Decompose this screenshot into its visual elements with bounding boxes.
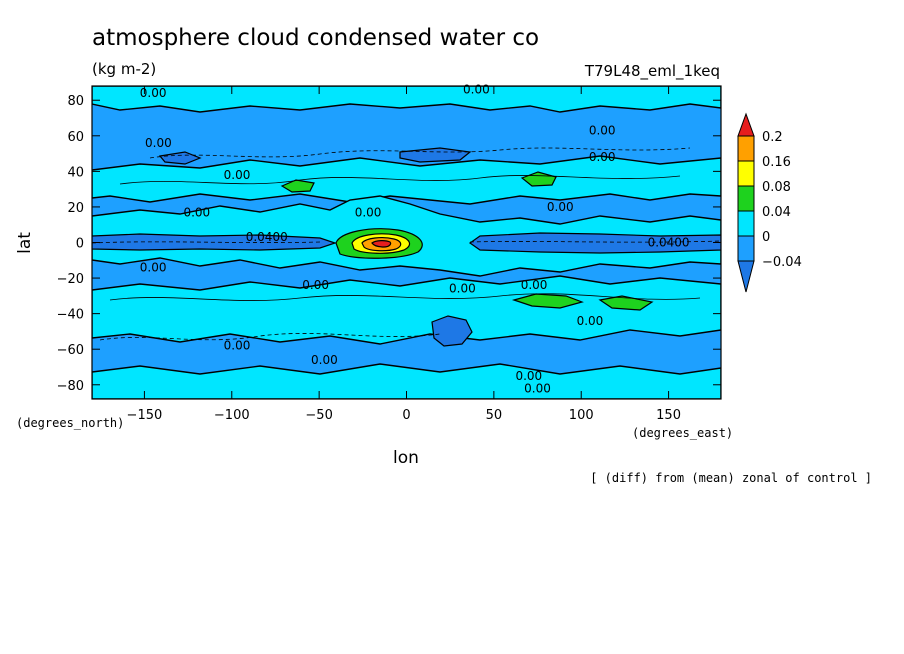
contour-label: 0.00 bbox=[302, 278, 329, 292]
y-tick-label: −40 bbox=[57, 308, 84, 323]
colorbar: 0.2 0.16 0.08 0.04 0 −0.04 bbox=[737, 112, 802, 293]
y-tick-label: 60 bbox=[67, 130, 84, 145]
x-tick-label: 100 bbox=[569, 408, 594, 423]
colorbar-label: 0.04 bbox=[762, 205, 791, 220]
dark-region-south bbox=[431, 315, 473, 347]
dark-region-north-west bbox=[158, 151, 202, 165]
x-tick-label: −50 bbox=[305, 408, 332, 423]
contour-label: 0.00 bbox=[183, 205, 210, 219]
colorbar-label: 0 bbox=[762, 230, 770, 245]
x-axis-label: lon bbox=[393, 448, 419, 468]
colorbar-band-yellow bbox=[737, 160, 755, 187]
x-ticks: −150 −100 −50 0 50 100 150 bbox=[127, 86, 681, 423]
contour-label: 0.00 bbox=[140, 260, 167, 274]
dark-region-equator-east bbox=[468, 232, 721, 254]
x-tick-label: 150 bbox=[656, 408, 681, 423]
contour-label: 0.00 bbox=[140, 86, 167, 100]
colorbar-band-green bbox=[737, 185, 755, 212]
x-tick-label: −150 bbox=[127, 408, 163, 423]
y-tick-label: −80 bbox=[57, 379, 84, 394]
contour-label: 0.00 bbox=[515, 369, 542, 383]
plot-area bbox=[92, 86, 721, 399]
contour-label: 0.00 bbox=[589, 150, 616, 164]
chart-title: atmosphere cloud condensed water co bbox=[92, 25, 539, 51]
x-tick-label: 0 bbox=[402, 408, 410, 423]
red-patch-equator bbox=[371, 240, 392, 248]
dashed-contour-north bbox=[149, 147, 691, 159]
contour-label: 0.00 bbox=[311, 353, 338, 367]
solid-contour-north bbox=[119, 175, 681, 185]
contour-label: 0.00 bbox=[463, 83, 490, 97]
y-tick-label: −20 bbox=[57, 272, 84, 287]
colorbar-band-orange bbox=[737, 135, 755, 162]
y-tick-label: −60 bbox=[57, 343, 84, 358]
colorbar-label: 0.2 bbox=[762, 130, 783, 145]
y-axis-label: lat bbox=[15, 232, 35, 254]
contour-label: 0.00 bbox=[521, 278, 548, 292]
cyan-region-southern-midlat bbox=[92, 275, 721, 345]
colorbar-label: 0.08 bbox=[762, 180, 791, 195]
cyan-region-north-polar bbox=[92, 86, 721, 113]
contour-label: 0.00 bbox=[355, 205, 382, 219]
contour-labels: 0.00 0.000.000.000.000.000.00 0.00 0.000.04… bbox=[140, 83, 690, 396]
x-tick-label: 50 bbox=[486, 408, 503, 423]
contour-label: 0.00 bbox=[524, 381, 551, 395]
y-tick-label: 80 bbox=[67, 94, 84, 109]
dashed-contour-equator bbox=[92, 240, 721, 244]
colorbar-top-arrow bbox=[737, 112, 755, 137]
contour-label: 0.00 bbox=[577, 314, 604, 328]
contour-label: 0.00 bbox=[145, 136, 172, 150]
colorbar-label: −0.04 bbox=[762, 255, 802, 270]
contour-label: 0.0400 bbox=[246, 230, 288, 244]
contour-label: 0.00 bbox=[224, 168, 251, 182]
contour-label: 0.00 bbox=[449, 282, 476, 296]
experiment-label: T79L48_eml_1keq bbox=[584, 62, 720, 81]
y-tick-label: 0 bbox=[76, 237, 84, 252]
colorbar-labels: 0.2 0.16 0.08 0.04 0 −0.04 bbox=[762, 130, 802, 270]
colorbar-band-lightblue bbox=[737, 235, 755, 262]
contour-label: 0.00 bbox=[224, 339, 251, 353]
y-tick-label: 40 bbox=[67, 165, 84, 180]
colorbar-bottom-arrow bbox=[737, 260, 755, 293]
x-tick-label: −100 bbox=[214, 408, 250, 423]
units-label: (kg m-2) bbox=[92, 60, 156, 78]
footnote: [ (diff) from (mean) zonal of control ] bbox=[590, 471, 872, 485]
solid-contour-south bbox=[109, 293, 701, 301]
y-tick-label: 20 bbox=[67, 201, 84, 216]
y-ticks: 80 60 40 20 0 −20 −40 −60 −80 bbox=[57, 94, 721, 394]
x-units-label: (degrees_east) bbox=[632, 426, 733, 440]
contour-label: 0.0400 bbox=[648, 236, 690, 250]
colorbar-label: 0.16 bbox=[762, 155, 791, 170]
y-units-label: (degrees_north) bbox=[16, 416, 124, 430]
contour-label: 0.00 bbox=[547, 200, 574, 214]
cyan-region-south-polar bbox=[92, 363, 721, 399]
contour-label: 0.00 bbox=[589, 123, 616, 137]
green-patch-south-b bbox=[598, 295, 654, 311]
colorbar-band-cyan bbox=[737, 210, 755, 237]
